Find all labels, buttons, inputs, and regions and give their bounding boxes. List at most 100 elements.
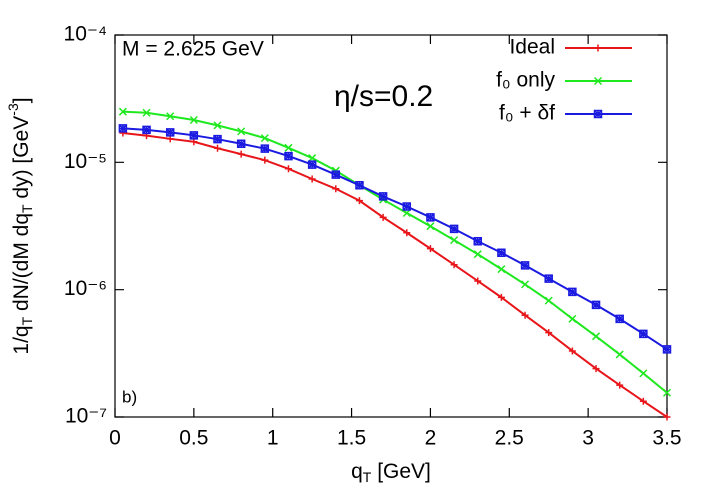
marker: [615, 350, 624, 359]
marker: [402, 202, 412, 211]
x-tick-label: 3: [582, 427, 594, 450]
x-label-part: q: [351, 460, 363, 483]
y-tick-label: 10⁻⁷: [65, 405, 107, 428]
marker: [378, 192, 388, 201]
marker: [497, 265, 506, 274]
marker: [497, 293, 505, 301]
marker: [166, 112, 175, 121]
marker: [307, 160, 317, 169]
marker: [544, 296, 553, 305]
y-label-sub: T: [19, 316, 35, 325]
marker: [663, 413, 671, 421]
marker: [594, 44, 602, 52]
legend-label: f₀ + δf: [499, 102, 555, 125]
y-label-part: 1/q: [10, 325, 33, 354]
marker: [662, 388, 672, 397]
marker: [355, 181, 364, 190]
x-tick-label: 0.5: [179, 427, 208, 450]
marker: [426, 213, 435, 222]
annotation: b): [122, 387, 137, 406]
marker: [450, 261, 458, 269]
y-axis-label: 1/qT dN/(dM dqT dy) [GeV-3]: [5, 97, 35, 354]
marker: [639, 397, 647, 405]
x-tick-label: 0: [109, 427, 121, 450]
marker: [237, 127, 246, 136]
x-tick-label: 1: [267, 427, 279, 450]
marker: [450, 236, 459, 245]
marker: [284, 143, 293, 152]
marker: [237, 150, 245, 158]
x-tick-label: 2: [425, 427, 437, 450]
marker: [568, 287, 577, 297]
marker: [308, 175, 316, 183]
y-label-part: dy) [GeV: [10, 116, 33, 205]
marker: [118, 124, 128, 133]
marker: [260, 134, 269, 143]
marker: [260, 144, 270, 153]
marker: [521, 280, 530, 289]
marker: [189, 131, 199, 140]
y-label-part: dN/(dM dq: [10, 213, 33, 317]
marker: [449, 224, 459, 234]
marker: [284, 165, 292, 173]
marker: [544, 274, 553, 283]
x-label-part: [GeV]: [371, 460, 431, 483]
y-tick-label: 10⁻⁶: [64, 277, 107, 300]
legend-label: Ideal: [509, 36, 555, 59]
marker: [568, 314, 577, 323]
marker: [426, 245, 434, 253]
y-label-part: ]: [10, 97, 33, 103]
marker: [568, 347, 576, 355]
marker: [284, 151, 293, 161]
marker: [118, 107, 127, 116]
marker: [593, 76, 603, 86]
marker: [236, 139, 246, 148]
series-line: [122, 110, 668, 394]
marker: [474, 277, 482, 285]
marker: [473, 237, 482, 246]
y-label-sub: T: [19, 204, 35, 213]
marker: [213, 121, 222, 130]
marker: [355, 197, 363, 205]
y-tick-label: 10⁻⁴: [64, 23, 107, 46]
marker: [165, 128, 175, 137]
marker: [403, 229, 411, 237]
annotation: M = 2.625 GeV: [122, 38, 264, 61]
plot-frame: [114, 34, 668, 418]
marker: [142, 108, 151, 117]
legend-label: f₀ only: [496, 69, 555, 92]
marker: [591, 300, 601, 310]
annotation: η/s=0.2: [334, 80, 433, 113]
x-tick-label: 1.5: [337, 427, 366, 450]
marker: [473, 250, 482, 259]
marker: [591, 332, 601, 341]
marker: [189, 115, 198, 125]
marker: [639, 329, 648, 339]
marker: [379, 213, 387, 221]
marker: [497, 248, 506, 257]
marker: [521, 311, 529, 319]
y-label-sup: -3: [5, 103, 21, 116]
marker: [593, 109, 603, 119]
marker: [213, 134, 222, 144]
series-line: [122, 131, 668, 418]
series-line: [122, 127, 668, 351]
x-tick-label: 2.5: [495, 427, 524, 450]
marker: [639, 369, 648, 378]
marker: [142, 125, 151, 135]
marker: [426, 222, 435, 231]
x-axis-label: qT [GeV]: [351, 460, 431, 485]
marker: [616, 381, 624, 389]
y-tick-label: 10⁻⁵: [64, 150, 107, 173]
marker: [545, 329, 553, 337]
x-tick-label: 3.5: [652, 427, 681, 450]
marker: [261, 156, 269, 164]
marker: [662, 345, 672, 354]
marker: [520, 261, 530, 270]
x-label-sub: T: [363, 469, 372, 485]
marker: [592, 365, 600, 373]
marker: [331, 170, 341, 179]
marker: [214, 144, 222, 152]
marker: [332, 185, 340, 193]
